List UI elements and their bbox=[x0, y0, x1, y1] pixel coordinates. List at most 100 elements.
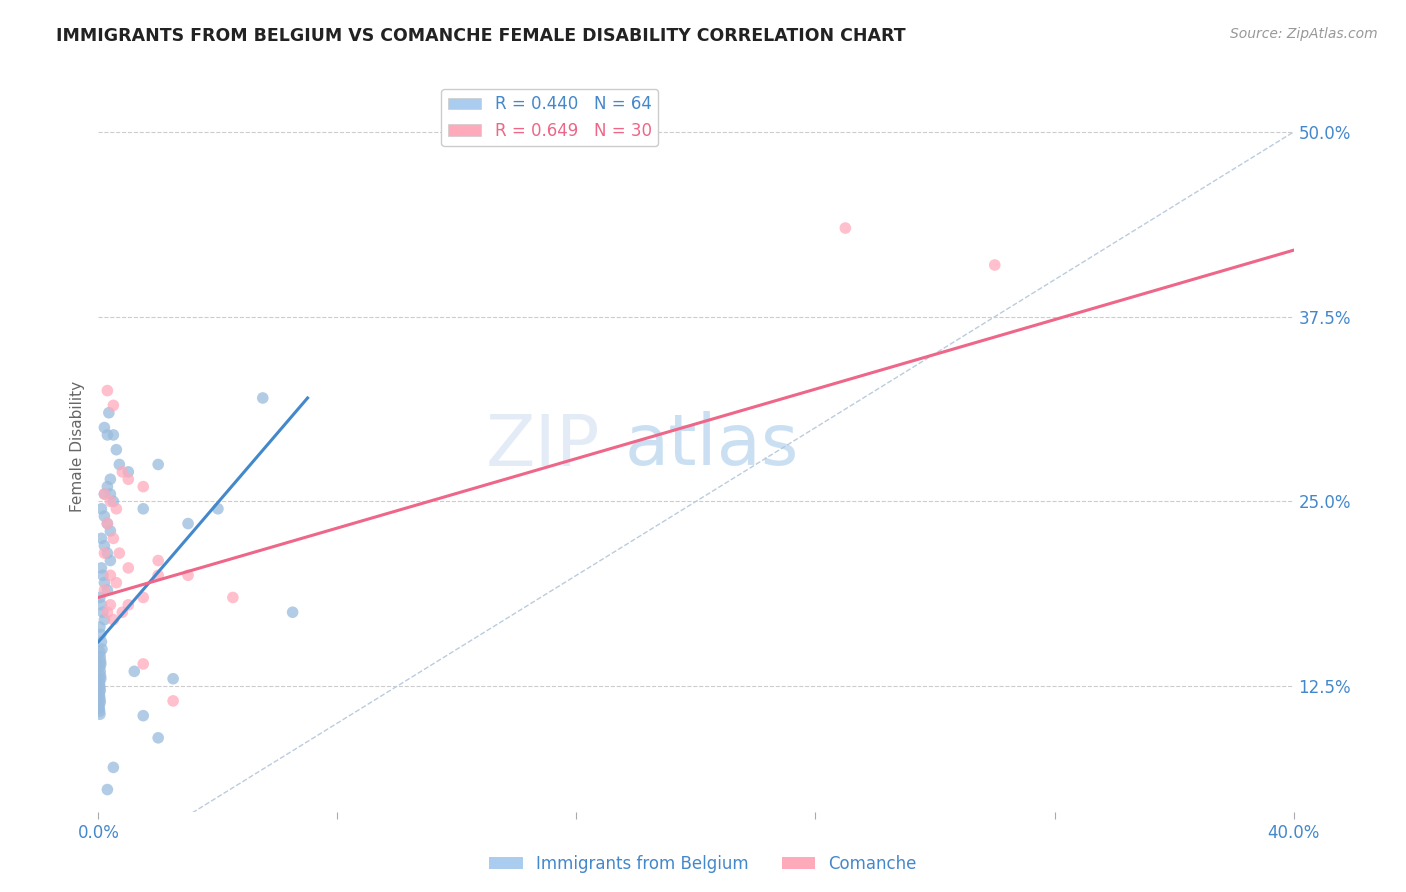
Point bbox=[93, 487, 115, 501]
Point bbox=[98, 524, 122, 538]
Point bbox=[89, 654, 111, 668]
Point bbox=[96, 428, 118, 442]
Point bbox=[96, 605, 118, 619]
Point bbox=[98, 494, 122, 508]
Point bbox=[117, 561, 139, 575]
Point bbox=[89, 678, 111, 692]
Point bbox=[98, 568, 122, 582]
Point bbox=[93, 420, 115, 434]
Legend: Immigrants from Belgium, Comanche: Immigrants from Belgium, Comanche bbox=[482, 848, 924, 880]
Point bbox=[98, 598, 122, 612]
Point bbox=[834, 221, 856, 235]
Point bbox=[93, 613, 115, 627]
Legend: R = 0.440   N = 64, R = 0.649   N = 30: R = 0.440 N = 64, R = 0.649 N = 30 bbox=[441, 88, 658, 146]
Point bbox=[89, 686, 111, 700]
Point bbox=[89, 674, 111, 689]
Point bbox=[117, 465, 139, 479]
Point bbox=[132, 657, 155, 671]
Point bbox=[89, 704, 111, 718]
Point bbox=[90, 532, 112, 546]
Point bbox=[91, 568, 114, 582]
Point bbox=[91, 605, 114, 619]
Point bbox=[89, 669, 111, 683]
Point bbox=[132, 480, 155, 494]
Point bbox=[93, 546, 115, 560]
Point bbox=[89, 645, 111, 659]
Point bbox=[117, 472, 139, 486]
Point bbox=[162, 694, 184, 708]
Point bbox=[103, 428, 125, 442]
Point bbox=[89, 649, 111, 664]
Point bbox=[89, 707, 111, 722]
Text: ZIP: ZIP bbox=[486, 411, 600, 481]
Point bbox=[117, 598, 139, 612]
Point bbox=[89, 591, 111, 605]
Point bbox=[87, 698, 110, 713]
Point bbox=[177, 516, 200, 531]
Point bbox=[148, 458, 170, 472]
Point bbox=[281, 605, 304, 619]
Point bbox=[93, 539, 115, 553]
Point bbox=[91, 642, 114, 657]
Point bbox=[105, 575, 128, 590]
Point bbox=[132, 591, 155, 605]
Point bbox=[148, 553, 170, 567]
Text: atlas: atlas bbox=[624, 411, 799, 481]
Point bbox=[111, 605, 134, 619]
Point bbox=[90, 657, 112, 671]
Point bbox=[96, 546, 118, 560]
Point bbox=[93, 575, 115, 590]
Point bbox=[89, 660, 111, 674]
Point bbox=[222, 591, 245, 605]
Point bbox=[98, 487, 122, 501]
Point bbox=[207, 501, 229, 516]
Point bbox=[96, 480, 118, 494]
Point bbox=[984, 258, 1007, 272]
Point bbox=[93, 583, 115, 598]
Point bbox=[89, 690, 111, 704]
Point bbox=[105, 442, 128, 457]
Point bbox=[124, 665, 146, 679]
Point bbox=[93, 509, 115, 524]
Text: IMMIGRANTS FROM BELGIUM VS COMANCHE FEMALE DISABILITY CORRELATION CHART: IMMIGRANTS FROM BELGIUM VS COMANCHE FEMA… bbox=[56, 27, 905, 45]
Point bbox=[103, 760, 125, 774]
Point bbox=[103, 398, 125, 412]
Point bbox=[89, 701, 111, 715]
Point bbox=[89, 620, 111, 634]
Point bbox=[89, 681, 111, 695]
Point bbox=[93, 487, 115, 501]
Point bbox=[148, 731, 170, 745]
Point bbox=[96, 516, 118, 531]
Point bbox=[89, 683, 111, 698]
Point bbox=[111, 465, 134, 479]
Point bbox=[96, 583, 118, 598]
Point bbox=[132, 501, 155, 516]
Point bbox=[108, 458, 131, 472]
Point bbox=[96, 516, 118, 531]
Point bbox=[90, 634, 112, 648]
Point bbox=[103, 494, 125, 508]
Point bbox=[98, 472, 122, 486]
Point bbox=[89, 692, 111, 706]
Point bbox=[103, 532, 125, 546]
Point bbox=[103, 613, 125, 627]
Y-axis label: Female Disability: Female Disability bbox=[69, 380, 84, 512]
Point bbox=[108, 546, 131, 560]
Point bbox=[98, 553, 122, 567]
Point bbox=[96, 782, 118, 797]
Point bbox=[89, 695, 111, 709]
Point bbox=[90, 672, 112, 686]
Point bbox=[90, 627, 112, 641]
Text: Source: ZipAtlas.com: Source: ZipAtlas.com bbox=[1230, 27, 1378, 41]
Point bbox=[96, 384, 118, 398]
Point bbox=[97, 406, 120, 420]
Point bbox=[90, 598, 112, 612]
Point bbox=[132, 708, 155, 723]
Point bbox=[162, 672, 184, 686]
Point bbox=[177, 568, 200, 582]
Point bbox=[105, 501, 128, 516]
Point bbox=[90, 561, 112, 575]
Point bbox=[148, 568, 170, 582]
Point bbox=[252, 391, 274, 405]
Point bbox=[90, 501, 112, 516]
